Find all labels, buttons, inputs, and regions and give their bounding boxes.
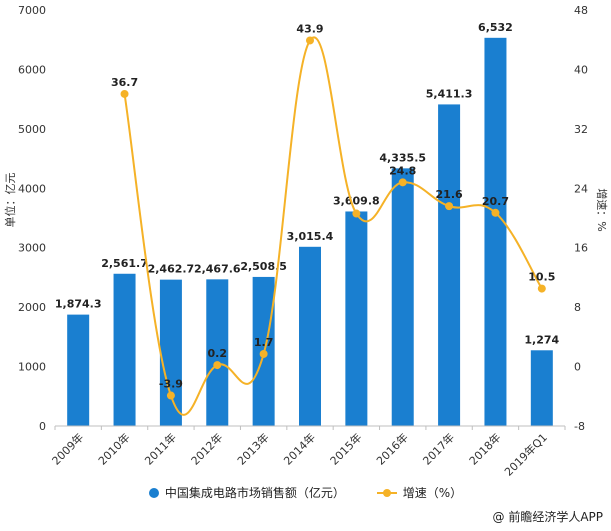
y2-tick-label: 16 <box>574 242 588 255</box>
line-point <box>537 284 546 293</box>
y2-axis-title: 增速：% <box>595 188 609 231</box>
bar-value-label: 2,462.7 <box>148 263 195 276</box>
chart: 0 1000 2000 3000 4000 5000 6000 7000 -8 0 8 16 24 32… <box>3 4 609 479</box>
y2-tick-label: 32 <box>574 123 588 136</box>
y2-tick-label: 48 <box>574 4 588 17</box>
bar-value-label: 4,335.5 <box>379 151 426 164</box>
x-tick-label: 2013年 <box>234 430 271 467</box>
line-point <box>213 361 222 370</box>
y2-tick-label: -8 <box>574 420 585 433</box>
bar <box>299 246 321 426</box>
x-tick-label: 2016年 <box>373 430 410 467</box>
line-point <box>120 89 129 98</box>
y-tick-label: 5000 <box>18 123 46 136</box>
bar <box>438 104 461 426</box>
legend-label-sales: 中国集成电路市场销售额（亿元） <box>164 486 345 500</box>
line-point <box>259 349 268 358</box>
growth-line <box>123 36 543 416</box>
line-point <box>445 202 454 211</box>
bar-value-label: 1,874.3 <box>55 298 102 311</box>
y2-tick-label: 40 <box>574 63 588 76</box>
bar-value-label: 2,561.7 <box>101 257 148 270</box>
legend-label-growth: 增速（%） <box>402 486 463 500</box>
y-tick-label: 6000 <box>18 63 46 76</box>
x-tick-label: 2019年Q1 <box>501 430 550 479</box>
x-tick-label: 2017年 <box>420 430 457 467</box>
line-value-label: 43.9 <box>296 22 323 35</box>
bar-value-label: 6,532 <box>478 21 513 34</box>
bar-series <box>67 37 553 427</box>
growth-line-series <box>120 36 546 416</box>
line-point <box>166 391 175 400</box>
x-tick-label: 2015年 <box>327 430 364 467</box>
bar-labels: 1,874.3 2,561.7 2,462.7 2,467.6 2,508.5 3,015… <box>55 21 560 346</box>
bar <box>67 314 90 426</box>
line-value-label: 1.7 <box>254 336 274 349</box>
bar <box>391 168 414 427</box>
legend-bar-marker <box>148 487 159 498</box>
legend: 中国集成电路市场销售额（亿元） 增速（%） <box>0 484 611 501</box>
x-tick-label: 2018年 <box>466 430 503 467</box>
bar-value-label: 2,508.5 <box>240 260 287 273</box>
source-credit: @ 前瞻经济学人APP <box>492 510 604 524</box>
line-labels: 36.7 -3.9 0.2 1.7 43.9 24.8 21.6 20.7 10.5 <box>111 22 555 390</box>
y-axis-right: -8 0 8 16 24 32 40 48 <box>574 4 588 433</box>
line-point <box>398 178 407 187</box>
x-axis: 2009年 2010年 2011年 2012年 2013年 2014年 2015年 2016年… <box>49 425 566 479</box>
y2-tick-label: 8 <box>574 301 581 314</box>
bar-value-label: 5,411.3 <box>426 87 473 100</box>
y-tick-label: 7000 <box>18 4 46 17</box>
line-point <box>306 36 314 45</box>
bar <box>530 350 553 426</box>
y-tick-label: 3000 <box>18 242 46 255</box>
line-value-label: 24.8 <box>389 164 416 177</box>
line-value-label: 20.7 <box>482 195 509 208</box>
line-value-label: 21.6 <box>436 188 463 201</box>
bar <box>159 279 182 426</box>
line-point <box>352 209 361 218</box>
y-tick-label: 4000 <box>18 182 46 195</box>
bar-value-label: 3,609.8 <box>333 194 380 207</box>
x-tick-label: 2012年 <box>188 430 225 467</box>
line-point <box>491 208 500 217</box>
x-tick-label: 2009年 <box>49 430 86 467</box>
bar-value-label: 2,467.6 <box>194 262 241 275</box>
legend-line-marker <box>376 488 397 498</box>
x-tick-label: 2010年 <box>95 430 132 467</box>
bar <box>484 37 507 427</box>
y2-tick-label: 0 <box>574 361 581 374</box>
line-value-label: 10.5 <box>528 271 555 284</box>
legend-item-growth: 增速（%） <box>376 484 463 501</box>
legend-item-sales: 中国集成电路市场销售额（亿元） <box>148 484 345 501</box>
y-tick-label: 2000 <box>18 301 46 314</box>
line-value-label: 36.7 <box>111 76 138 89</box>
bar <box>113 273 136 426</box>
line-value-label: 0.2 <box>208 347 228 360</box>
y-axis-left: 0 1000 2000 3000 4000 5000 6000 7000 <box>18 4 46 433</box>
y2-tick-label: 24 <box>574 182 588 195</box>
bar <box>345 211 368 426</box>
y-tick-label: 0 <box>39 420 46 433</box>
y-axis-title: 单位：亿元 <box>3 173 17 228</box>
bar-value-label: 3,015.4 <box>287 230 334 243</box>
x-tick-label: 2014年 <box>281 430 318 467</box>
line-value-label: -3.9 <box>159 378 183 391</box>
x-tick-label: 2011年 <box>142 430 179 467</box>
bar <box>206 279 229 426</box>
bar-value-label: 1,274 <box>524 333 559 346</box>
y-tick-label: 1000 <box>18 361 46 374</box>
